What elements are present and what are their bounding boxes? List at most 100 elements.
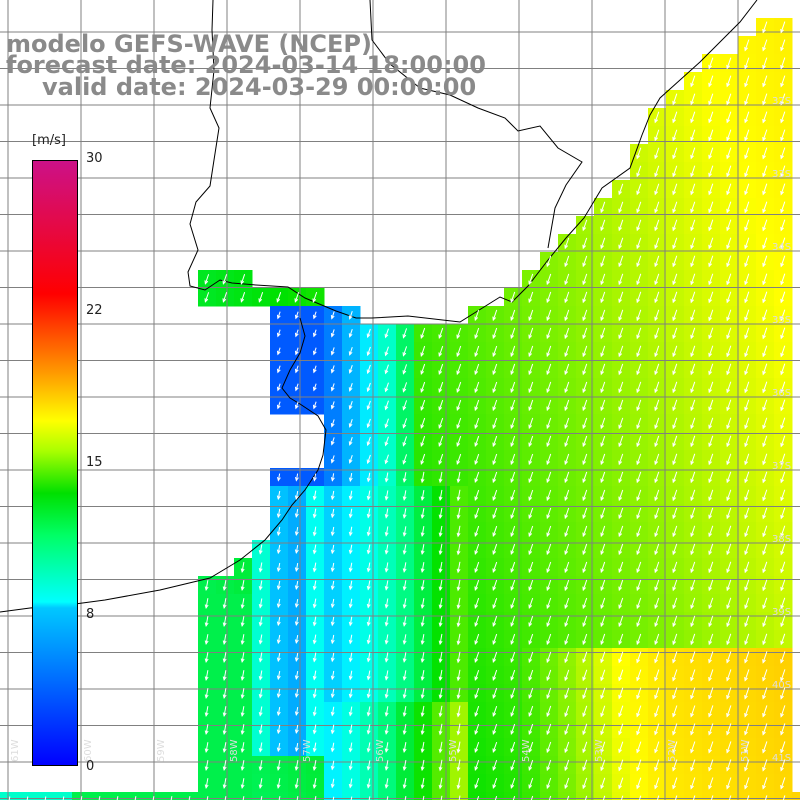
wind-arrow-head [384,478,389,483]
wind-arrow-shaft [440,795,443,800]
wind-arrow-head [438,640,443,646]
wind-arrow-shaft [762,39,768,51]
wind-arrow-shaft [510,525,516,537]
wind-arrow-shaft [331,365,335,373]
wind-arrow-head [348,531,353,537]
wind-arrow-shaft [313,347,317,355]
wind-arrow-shaft [385,472,389,482]
wind-arrow-shaft [546,759,552,771]
wind-arrow-shaft [710,795,714,800]
wind-arrow-shaft [636,543,642,555]
wind-arrow-shaft [654,183,660,195]
wind-arrow-head [636,766,640,772]
wind-arrow-shaft [349,455,353,463]
wind-arrow-shaft [385,346,389,356]
wind-arrow-shaft [385,544,389,554]
wind-arrow-head [726,262,731,268]
wind-cell [594,792,613,800]
wind-arrow-head [654,766,658,772]
wind-arrow-head [438,478,443,484]
wind-arrow-head [744,388,749,394]
wind-arrow-shaft [618,687,624,699]
wind-arrow-head [384,730,389,735]
wind-arrow-head [600,370,605,376]
wind-arrow-shaft [259,760,263,770]
wind-arrow-head [348,423,353,428]
wind-arrow-shaft [510,561,516,573]
wind-arrow-shaft [600,201,606,213]
wind-arrow-shaft [331,580,335,590]
wind-arrow-head [492,784,497,789]
wind-arrow-shaft [349,329,353,337]
wind-arrow-shaft [313,706,317,716]
wind-arrow-head [636,154,641,160]
wind-arrow-shaft [474,705,480,717]
wind-arrow-shaft [457,741,461,753]
colorbar-tick-22: 22 [86,303,103,318]
wind-arrow-shaft [780,93,786,105]
wind-arrow-shaft [726,273,732,285]
wind-arrow-head [780,460,785,466]
wind-arrow-head [672,640,677,646]
wind-arrow-shaft [654,453,660,465]
wind-arrow-head [780,622,785,628]
wind-arrow-shaft [240,292,246,302]
wind-arrow-head [330,639,335,645]
wind-arrow-shaft [331,652,335,662]
wind-arrow-head [402,604,407,609]
wind-arrow-head [510,730,515,736]
wind-arrow-shaft [708,201,714,213]
wind-arrow-shaft [726,507,732,519]
wind-arrow-head [672,604,677,610]
wind-arrow-shaft [457,669,461,681]
wind-arrow-head [636,532,641,538]
wind-arrow-head [726,244,731,250]
coastline-south-america [187,0,758,323]
wind-arrow-head [438,370,443,376]
wind-arrow-head [276,404,281,410]
wind-arrow-shaft [385,328,389,338]
colorbar-unit-label: [m/s] [32,133,66,148]
wind-arrow-shaft [582,543,588,555]
wind-arrow-head [546,640,551,646]
wind-arrow-head [528,334,533,340]
wind-arrow-shaft [474,687,480,699]
wind-arrow-head [564,388,569,394]
wind-arrow-head [654,460,659,466]
wind-arrow-head [744,460,749,466]
wind-arrow-head [564,406,569,412]
wind-arrow-head [690,514,695,520]
wind-arrow-head [762,46,766,52]
wind-arrow-head [744,136,748,142]
wind-arrow-shaft [385,490,389,500]
wind-arrow-head [474,604,479,610]
wind-arrow-head [654,640,659,646]
wind-arrow-head [366,712,371,717]
wind-arrow-shaft [654,741,660,753]
wind-arrow-head [672,280,677,286]
wind-arrow-head [672,730,676,736]
wind-arrow-shaft [780,525,786,537]
wind-arrow-shaft [708,237,714,249]
wind-arrow-head [222,748,227,753]
wind-arrow-shaft [744,381,750,393]
wind-arrow-head [708,604,713,610]
wind-arrow-shaft [600,345,606,357]
wind-arrow-head [690,442,695,448]
wind-arrow-head [456,478,461,484]
wind-arrow-shaft [331,329,335,337]
wind-arrow-head [654,496,659,502]
wind-arrow-head [294,314,299,320]
wind-arrow-shaft [349,562,353,572]
wind-arrow-shaft [600,219,606,231]
wind-arrow-shaft [762,579,768,591]
wind-arrow-head [636,280,641,286]
wind-arrow-head [654,172,659,178]
wind-arrow-shaft [492,759,498,771]
wind-arrow-head [528,496,533,502]
wind-arrow-head [618,496,623,502]
wind-arrow-shaft [402,436,408,446]
wind-arrow-shaft [618,309,624,321]
wind-arrow-head [744,514,749,520]
wind-arrow-head [618,352,623,358]
